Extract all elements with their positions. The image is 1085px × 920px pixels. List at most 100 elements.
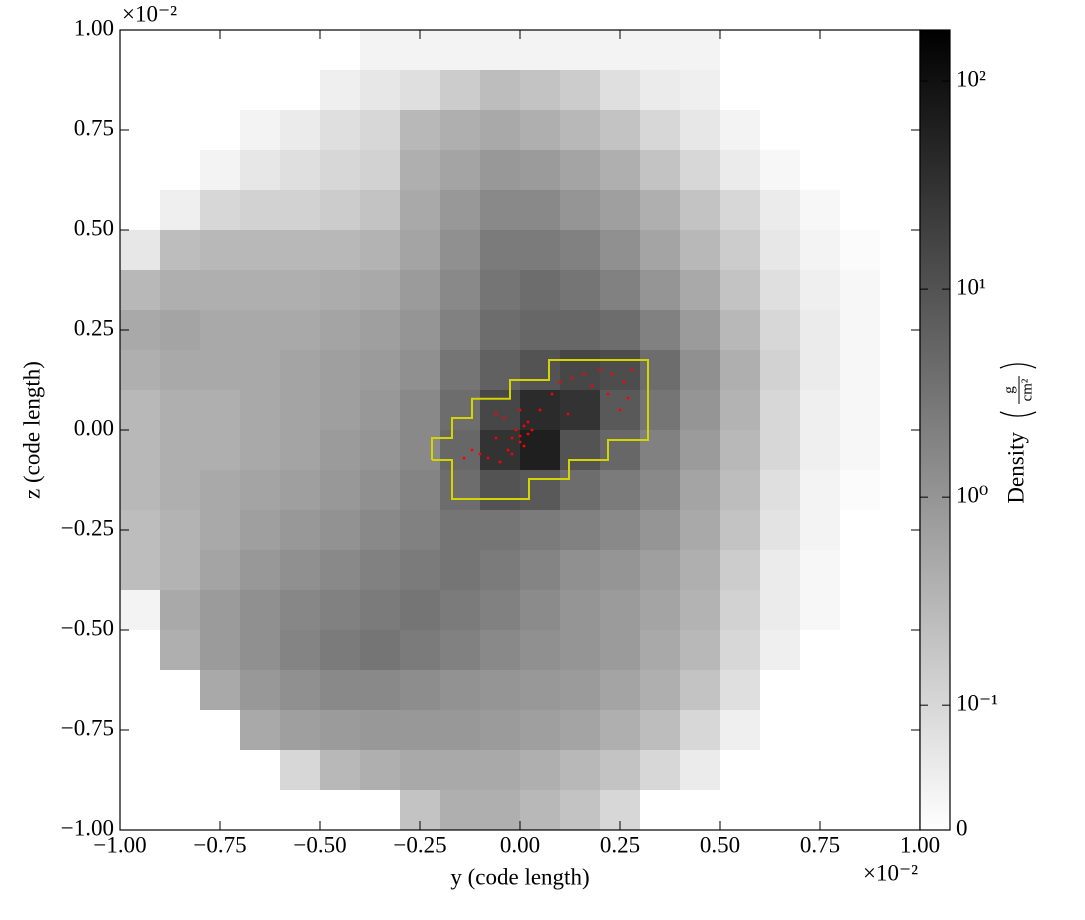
cell xyxy=(200,630,241,671)
cell xyxy=(720,70,761,111)
cell xyxy=(560,750,601,791)
cell xyxy=(840,590,881,631)
cell xyxy=(480,510,521,551)
cell xyxy=(200,310,241,351)
cell xyxy=(160,470,201,511)
cell xyxy=(320,110,361,151)
cell xyxy=(640,270,681,311)
cell xyxy=(600,590,641,631)
cell xyxy=(240,70,281,111)
x-tick-label: −0.50 xyxy=(293,832,346,857)
cell xyxy=(360,670,401,711)
cell xyxy=(480,30,521,71)
cell xyxy=(800,270,841,311)
cell xyxy=(560,30,601,71)
cell xyxy=(760,430,801,471)
cell xyxy=(600,310,641,351)
cell xyxy=(880,190,921,231)
cell xyxy=(320,750,361,791)
cell xyxy=(320,550,361,591)
cell xyxy=(320,30,361,71)
cell xyxy=(440,390,481,431)
cell xyxy=(600,630,641,671)
cell xyxy=(440,550,481,591)
cell xyxy=(800,150,841,191)
colorbar-tick-label: 10⁻¹ xyxy=(956,690,998,715)
cell xyxy=(200,430,241,471)
cell xyxy=(520,510,561,551)
cell xyxy=(200,150,241,191)
cell xyxy=(520,230,561,271)
particle xyxy=(626,396,630,400)
cell xyxy=(800,630,841,671)
cell xyxy=(160,350,201,391)
cell xyxy=(280,750,321,791)
cell xyxy=(400,350,441,391)
cell xyxy=(280,550,321,591)
cell xyxy=(160,510,201,551)
contour xyxy=(431,359,649,500)
y-tick-label: 0.50 xyxy=(74,215,114,240)
cell xyxy=(640,190,681,231)
y-offset-label: ×10⁻² xyxy=(122,1,177,26)
cell xyxy=(800,670,841,711)
cell xyxy=(680,510,721,551)
cell xyxy=(280,190,321,231)
cell xyxy=(720,750,761,791)
cell xyxy=(680,470,721,511)
particle xyxy=(522,424,526,428)
cell xyxy=(200,270,241,311)
cell xyxy=(520,430,561,471)
cell xyxy=(880,630,921,671)
cell xyxy=(800,390,841,431)
cell xyxy=(440,310,481,351)
cell xyxy=(160,590,201,631)
cell xyxy=(440,430,481,471)
x-tick-label: 0.50 xyxy=(700,832,740,857)
cell xyxy=(840,270,881,311)
cell xyxy=(520,710,561,751)
cell xyxy=(200,350,241,391)
cell xyxy=(640,350,681,391)
y-tick-label: 0.25 xyxy=(74,315,114,340)
cell xyxy=(760,70,801,111)
cell xyxy=(520,630,561,671)
cell xyxy=(680,190,721,231)
cell xyxy=(720,510,761,551)
cell xyxy=(680,590,721,631)
cell xyxy=(760,750,801,791)
cell xyxy=(480,110,521,151)
particle xyxy=(566,412,570,416)
cell xyxy=(600,230,641,271)
cell xyxy=(360,430,401,471)
cell xyxy=(280,110,321,151)
cell xyxy=(480,350,521,391)
x-offset-label: ×10⁻² xyxy=(863,860,918,885)
x-tick-label: 0.75 xyxy=(800,832,840,857)
particle xyxy=(522,444,526,448)
cell xyxy=(640,510,681,551)
cell xyxy=(240,150,281,191)
x-tick-label: 0.00 xyxy=(500,832,540,857)
cell xyxy=(840,550,881,591)
cell xyxy=(280,510,321,551)
cell xyxy=(680,710,721,751)
cell xyxy=(680,430,721,471)
cell xyxy=(120,670,161,711)
cell xyxy=(320,150,361,191)
cell xyxy=(520,270,561,311)
cell xyxy=(400,470,441,511)
cell xyxy=(520,590,561,631)
cell xyxy=(600,510,641,551)
cell xyxy=(640,670,681,711)
overlays xyxy=(431,359,649,500)
cell xyxy=(120,790,161,831)
cell xyxy=(440,350,481,391)
cell xyxy=(840,790,881,831)
cell xyxy=(840,350,881,391)
cell xyxy=(760,510,801,551)
cell xyxy=(680,30,721,71)
cell xyxy=(240,190,281,231)
cell xyxy=(760,150,801,191)
cell xyxy=(160,390,201,431)
